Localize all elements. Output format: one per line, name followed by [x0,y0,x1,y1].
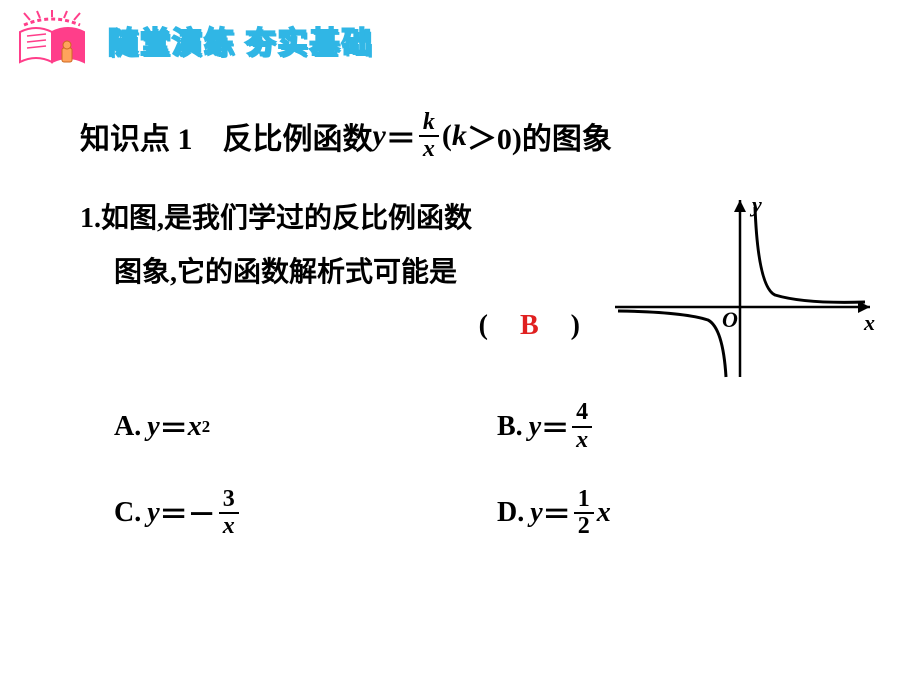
page-header: 随堂演练 夯实基础 [10,10,374,70]
answer-bracket: ( B ) [479,299,580,352]
question-row: 1.如图,是我们学过的反比例函数 图象,它的函数解析式可能是 ( B ) y x… [80,192,880,382]
option-b: B. y ＝ 4 x [497,400,880,452]
question-line1: 如图,是我们学过的反比例函数 [101,203,472,234]
opt-a-y: y [147,411,159,443]
heading-eq: ＝ [386,114,416,158]
opt-c-frac: 3 x [219,487,239,539]
heading-cond-var: k [452,119,467,153]
question-text: 1.如图,是我们学过的反比例函数 图象,它的函数解析式可能是 ( B ) [80,192,600,352]
option-a: A. y ＝ x2 [114,400,497,452]
opt-b-num: 4 [572,400,592,425]
answer-letter: B [516,310,543,341]
opt-d-num: 1 [574,487,594,512]
opt-c-den: x [219,514,239,539]
opt-c-num: 3 [219,487,239,512]
book-logo-icon [10,10,100,70]
question-line2: 图象,它的函数解析式可能是 [114,257,457,288]
opt-d-den: 2 [574,514,594,539]
frac-num: k [419,110,439,135]
heading-cond-open: ( [442,119,452,153]
heading-y: y [373,119,386,153]
opt-b-eq: ＝ [541,407,569,447]
opt-c-y: y [147,497,159,529]
option-b-label: B. [497,411,523,443]
heading-cond-rest: ＞0)的图象 [467,114,612,158]
bracket-close: ) [543,310,580,341]
opt-b-y: y [529,411,541,443]
option-d-label: D. [497,497,524,529]
x-axis-label: x [863,310,875,335]
question-number: 1. [80,203,101,234]
opt-d-tail: x [597,497,611,529]
option-d: D. y ＝ 1 2 x [497,487,880,539]
section-heading: 知识点 1 反比例函数 y ＝ k x ( k ＞0)的图象 [80,110,880,162]
opt-c-eq: ＝－ [160,493,216,533]
bracket-open: ( [479,310,516,341]
opt-d-y: y [530,497,542,529]
opt-a-eq: ＝ [160,407,188,447]
origin-label: O [722,307,738,332]
opt-b-frac: 4 x [572,400,592,452]
opt-a-x: x [188,411,202,443]
opt-b-den: x [572,428,592,453]
option-c: C. y ＝－ 3 x [114,487,497,539]
hyperbola-graph: y x O [610,192,880,382]
header-title: 随堂演练 夯实基础 [108,18,374,62]
opt-d-frac: 1 2 [574,487,594,539]
option-a-label: A. [114,411,141,443]
options-grid: A. y ＝ x2 B. y ＝ 4 x C. y ＝－ 3 x [80,400,880,539]
frac-den: x [419,137,439,162]
option-c-label: C. [114,497,141,529]
opt-d-eq: ＝ [543,493,571,533]
heading-prefix: 知识点 1 反比例函数 [80,114,373,158]
opt-a-sup: 2 [202,417,210,437]
heading-fraction: k x [419,110,439,162]
content-area: 知识点 1 反比例函数 y ＝ k x ( k ＞0)的图象 1.如图,是我们学… [80,110,880,539]
